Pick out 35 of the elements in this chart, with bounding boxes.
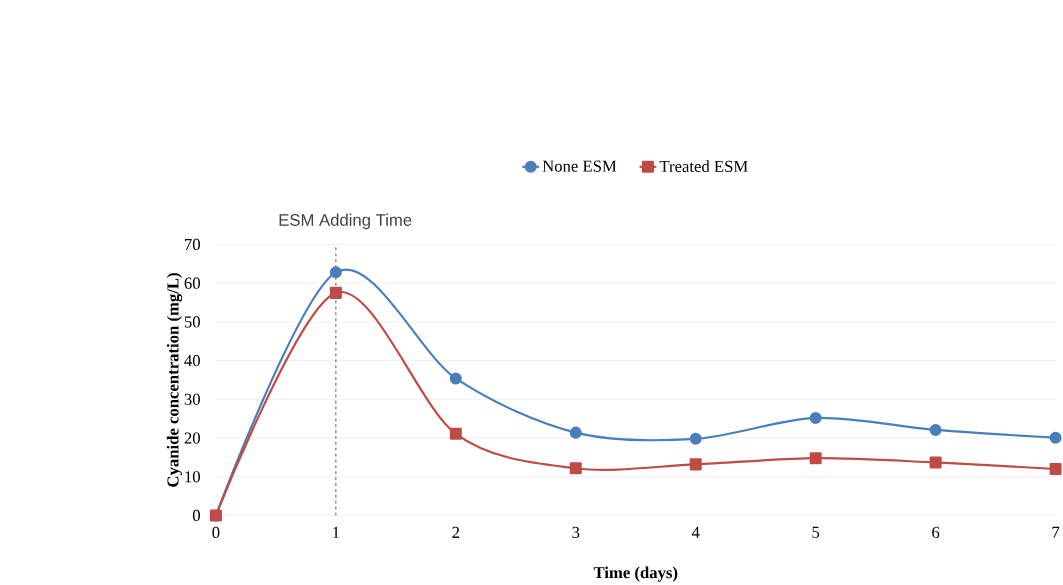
x-tick-label: 3 <box>572 526 580 539</box>
point <box>1049 463 1062 476</box>
y-tick-label: 20 <box>184 432 200 444</box>
point <box>569 426 582 439</box>
x-tick-label: 0 <box>212 526 220 539</box>
y-tick-label: 40 <box>184 355 200 367</box>
x-axis-title: Time (days) <box>593 566 678 582</box>
point <box>329 266 342 279</box>
y-axis-title: Cyanide concentration (mg/L) <box>166 273 183 487</box>
x-tick-label: 2 <box>452 526 460 538</box>
legend-label: Treated ESM <box>659 160 748 173</box>
x-tick-label: 6 <box>932 526 940 539</box>
y-tick-label: 10 <box>185 471 200 483</box>
y-tick-label: 70 <box>185 238 200 251</box>
point <box>449 372 462 385</box>
point <box>809 452 822 465</box>
x-tick-label: 5 <box>812 526 820 538</box>
point <box>449 427 462 440</box>
point <box>689 432 702 445</box>
y-tick-label: 60 <box>184 277 200 289</box>
point <box>329 286 342 299</box>
point <box>569 462 582 475</box>
point <box>929 456 942 469</box>
legend-label: None ESM <box>542 160 617 172</box>
y-tick-label: 30 <box>184 393 200 405</box>
y-tick-label: 0 <box>192 509 200 522</box>
x-tick-label: 1 <box>333 526 340 538</box>
point <box>1049 431 1062 444</box>
point <box>809 411 822 424</box>
y-tick-label: 50 <box>184 316 200 328</box>
x-tick-label: 7 <box>1052 526 1060 538</box>
ref-line-label: ESM Adding Time <box>279 213 412 230</box>
point <box>689 458 702 471</box>
point <box>929 423 942 436</box>
x-tick-label: 4 <box>691 526 700 538</box>
